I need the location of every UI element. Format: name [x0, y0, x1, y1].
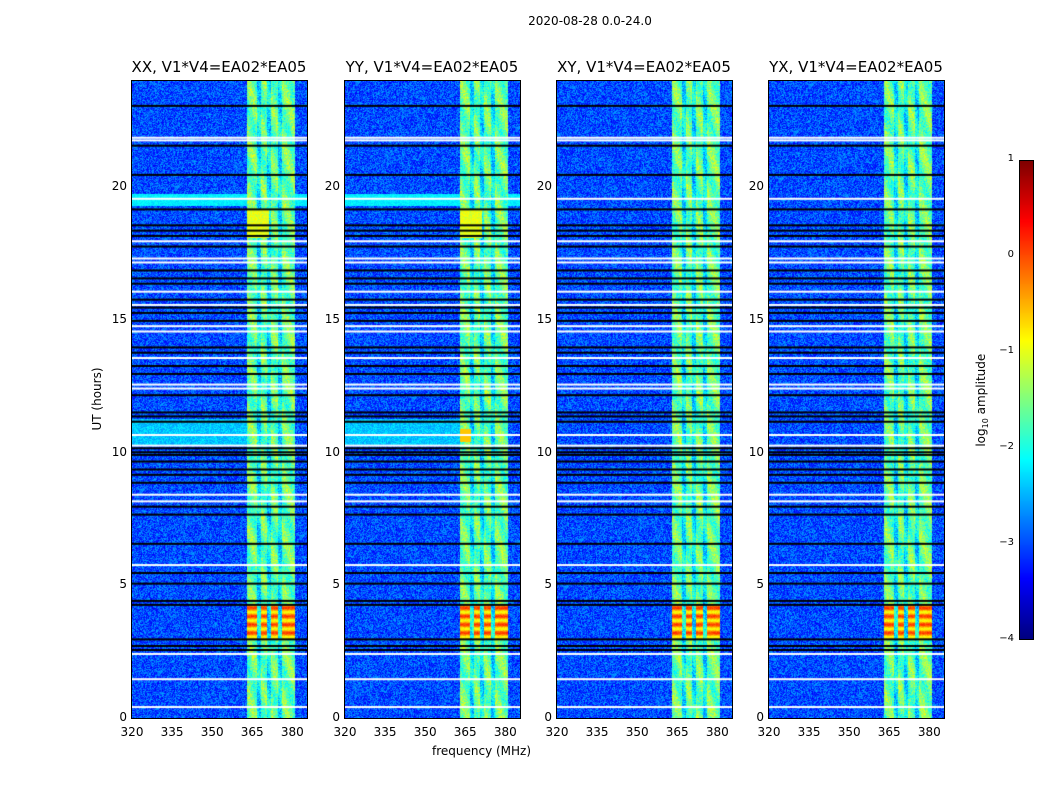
- y-tick-label: 0: [544, 710, 552, 724]
- x-tick-label: 380: [917, 725, 941, 739]
- x-tick-label: 335: [585, 725, 609, 739]
- y-tick-label: 10: [111, 444, 127, 459]
- y-tick-label: 20: [536, 179, 552, 194]
- y-tick-label: 20: [111, 179, 127, 194]
- figure-title: 2020-08-28 0.0-24.0: [528, 14, 652, 28]
- y-tick-label: 10: [536, 444, 552, 459]
- y-tick-label: 10: [748, 444, 764, 459]
- x-tick-label: 335: [797, 725, 821, 739]
- y-tick-label: 20: [324, 179, 340, 194]
- y-tick-label: 5: [544, 577, 552, 592]
- panel-title: XY, V1*V4=EA02*EA05: [557, 58, 731, 76]
- panel-title: YY, V1*V4=EA02*EA05: [345, 58, 519, 76]
- x-tick-label: 350: [200, 725, 224, 739]
- x-tick-label: 320: [120, 725, 144, 739]
- y-tick-label: 0: [119, 710, 127, 724]
- x-tick-label: 365: [453, 725, 477, 739]
- y-tick-label: 15: [324, 311, 340, 326]
- heatmap-panel-xx: [131, 80, 308, 719]
- heatmap-panel-yx: [768, 80, 945, 719]
- y-tick-label: 10: [324, 444, 340, 459]
- y-tick-label: 5: [756, 577, 764, 592]
- x-tick-label: 320: [333, 725, 357, 739]
- colorbar-tick-label: 1: [1007, 153, 1014, 164]
- y-tick-label: 15: [111, 311, 127, 326]
- y-tick-label: 20: [748, 179, 764, 194]
- colorbar: [1019, 160, 1034, 640]
- y-tick-label: 0: [332, 710, 340, 724]
- x-tick-label: 365: [240, 725, 264, 739]
- y-tick-label: 5: [332, 577, 340, 592]
- y-axis-label: UT (hours): [90, 367, 104, 431]
- x-tick-label: 335: [160, 725, 184, 739]
- panel-title: YX, V1*V4=EA02*EA05: [769, 58, 943, 76]
- colorbar-tick-label: −4: [999, 633, 1014, 644]
- x-axis-label: frequency (MHz): [432, 744, 532, 758]
- colorbar-tick-label: 0: [1007, 249, 1014, 260]
- heatmap-image: [345, 81, 520, 718]
- x-tick-label: 320: [545, 725, 569, 739]
- y-tick-label: 15: [748, 311, 764, 326]
- x-tick-label: 365: [665, 725, 689, 739]
- colorbar-label: log10 amplitude: [973, 353, 991, 447]
- x-tick-label: 380: [280, 725, 304, 739]
- heatmap-image: [132, 81, 307, 718]
- x-tick-label: 350: [413, 725, 437, 739]
- x-tick-label: 365: [877, 725, 901, 739]
- x-tick-label: 350: [837, 725, 861, 739]
- colorbar-tick-label: −2: [999, 441, 1014, 452]
- colorbar-tick-label: −1: [999, 345, 1014, 356]
- x-tick-label: 320: [757, 725, 781, 739]
- heatmap-panel-yy: [344, 80, 521, 719]
- colorbar-gradient: [1020, 161, 1033, 639]
- heatmap-image: [769, 81, 944, 718]
- x-tick-label: 335: [373, 725, 397, 739]
- x-tick-label: 380: [493, 725, 517, 739]
- colorbar-tick-label: −3: [999, 537, 1014, 548]
- x-tick-label: 350: [625, 725, 649, 739]
- y-tick-label: 15: [536, 311, 552, 326]
- heatmap-image: [557, 81, 732, 718]
- panel-title: XX, V1*V4=EA02*EA05: [131, 58, 307, 76]
- y-tick-label: 5: [119, 577, 127, 592]
- x-tick-label: 380: [705, 725, 729, 739]
- heatmap-panel-xy: [556, 80, 733, 719]
- y-tick-label: 0: [756, 710, 764, 724]
